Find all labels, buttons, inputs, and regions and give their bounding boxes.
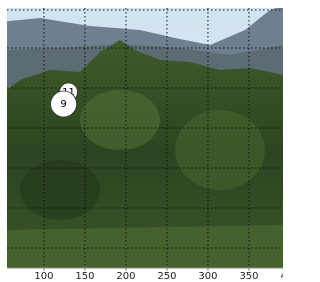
x-tick-label: 250	[157, 271, 176, 282]
point-label: 9	[60, 99, 66, 110]
x-tick-label: 200	[116, 271, 135, 282]
x-axis-labels: 100 150 200 250 300 350 400	[34, 268, 283, 282]
x-tick-label: 300	[198, 271, 217, 282]
chart: 119 100 150 200 250 300 350 400	[0, 0, 283, 282]
x-tick-label: 400	[280, 271, 283, 282]
x-tick-label: 100	[34, 271, 53, 282]
photo: 119	[0, 0, 283, 268]
x-tick-label: 350	[239, 271, 258, 282]
x-tick-label: 150	[75, 271, 94, 282]
